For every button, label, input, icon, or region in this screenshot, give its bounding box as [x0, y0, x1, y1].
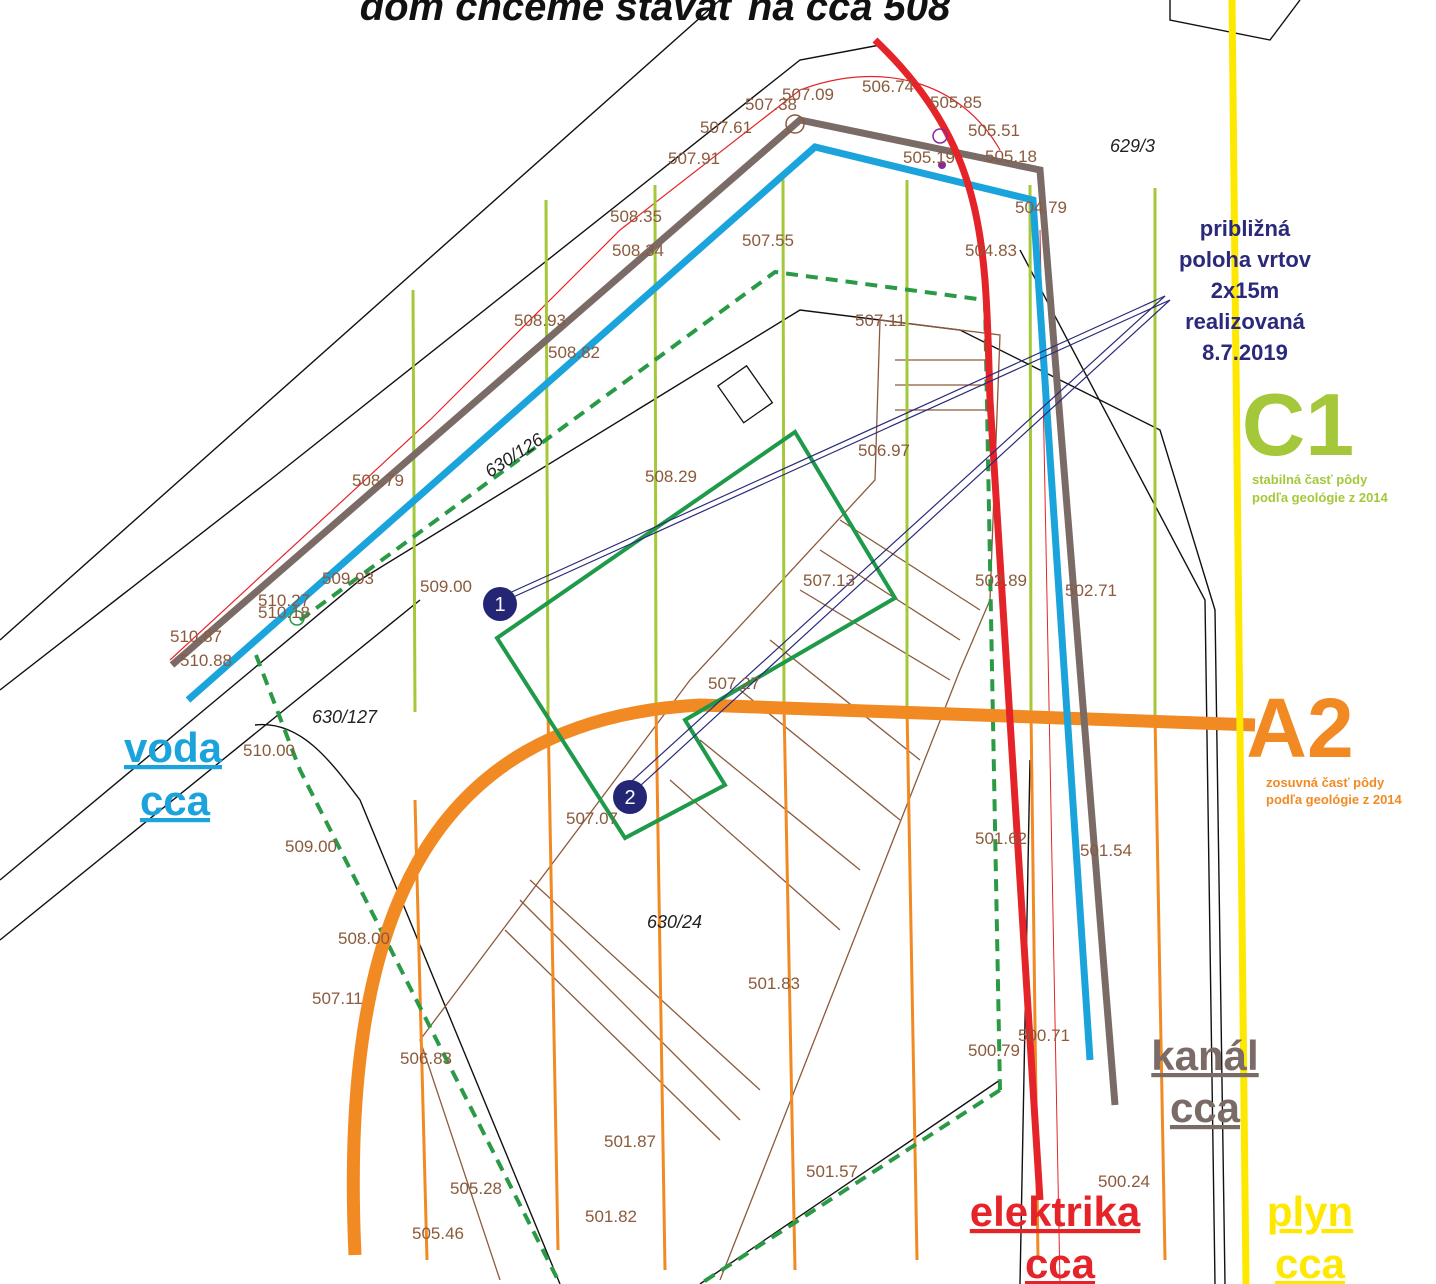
zone-note: stabilná časť pôdy: [1252, 472, 1368, 487]
elevation: 508.93: [514, 311, 566, 330]
elevation: 507.11: [855, 311, 906, 330]
annotation: približná poloha vrtov 2x15m realizovaná 8.7…: [1179, 216, 1312, 365]
elevation: 502.71: [1065, 581, 1117, 600]
zone-note: podľa geológie z 2014: [1252, 490, 1389, 505]
elevation: 507.61: [700, 118, 752, 137]
zone-note: zosuvná časť pôdy: [1266, 775, 1385, 790]
elevation: 510.87: [170, 627, 222, 646]
outbuilding: [718, 366, 772, 423]
elevation: 505.85: [930, 93, 982, 112]
zone-code: A2: [1246, 681, 1353, 775]
utility-note: cca: [140, 777, 211, 824]
elevation: 501.54: [1080, 841, 1132, 860]
elevation: 501.83: [748, 974, 800, 993]
utility-note: cca: [1025, 1240, 1096, 1284]
elevation: 507.11: [312, 989, 363, 1008]
utility-label: kanál: [1151, 1032, 1258, 1079]
elevation: 507.91: [668, 149, 720, 168]
elevation: 509.00: [420, 577, 472, 596]
elevation: 507.07: [566, 809, 618, 828]
parcel-number: 630/127: [312, 707, 378, 727]
elevation: 510.00: [243, 741, 295, 760]
elevation: 505.19: [903, 148, 955, 167]
elevation: 509.93: [322, 569, 374, 588]
utility-label: plyn: [1267, 1188, 1353, 1235]
annotation-line: 8.7.2019: [1202, 340, 1288, 365]
elevation: 504.83: [965, 241, 1017, 260]
elevation: 506.97: [858, 441, 910, 460]
elevation: 508.82: [548, 343, 600, 362]
parcel-number: 629/3: [1110, 136, 1155, 156]
elevation: 501.57: [806, 1162, 858, 1181]
annotation-line: 2x15m: [1211, 278, 1280, 303]
elevation: 500.79: [968, 1041, 1020, 1060]
elevation: 505.28: [450, 1179, 502, 1198]
elevation: 509.00: [285, 837, 337, 856]
elevation: 508.35: [610, 207, 662, 226]
elevation: 501.87: [604, 1132, 656, 1151]
elevation: 506.74: [862, 77, 914, 96]
utility-note: cca: [1275, 1240, 1346, 1284]
annotation-line: realizovaná: [1185, 309, 1306, 334]
elevation: 501.62: [975, 829, 1027, 848]
elevation: 508.34: [612, 241, 664, 260]
elevation: 505.51: [968, 121, 1020, 140]
utility-label: voda: [124, 724, 223, 771]
annotation-line: približná: [1200, 216, 1291, 241]
utility-label: elektrika: [970, 1188, 1141, 1235]
title: dom chceme stavať na cca 508: [360, 0, 951, 29]
parcel-number: 630/24: [647, 912, 702, 932]
elevation: 505.46: [412, 1224, 464, 1243]
elevation: 507.55: [742, 231, 794, 250]
elevation: 501.82: [585, 1207, 637, 1226]
elevation: 508.79: [352, 471, 404, 490]
zone-code: C1: [1242, 375, 1355, 474]
zone-note: podľa geológie z 2014: [1266, 792, 1403, 807]
elevation: 508.29: [645, 467, 697, 486]
elevation: 507.38: [745, 95, 797, 114]
sewer-line: [172, 120, 1115, 1105]
elevation: 506.83: [400, 1049, 452, 1068]
elevation: 507.13: [803, 571, 855, 590]
marker-label: 1: [494, 594, 505, 616]
elevation: 510.18: [258, 603, 310, 622]
elevation: 500.71: [1018, 1026, 1070, 1045]
site-plan: 1 2 506.74507.09507.38505.85507.61505.51…: [0, 0, 1436, 1284]
annotation-line: poloha vrtov: [1179, 247, 1312, 272]
elevation: 502.89: [975, 571, 1027, 590]
elevation: 507.27: [708, 674, 760, 693]
elevation: 510.88: [180, 651, 232, 670]
marker-label: 2: [624, 787, 635, 809]
elevation: 508.00: [338, 929, 390, 948]
house-outline: [497, 432, 895, 838]
elevation: 504.79: [1015, 198, 1067, 217]
utility-note: cca: [1170, 1084, 1241, 1131]
elevation: 505.18: [985, 147, 1037, 166]
